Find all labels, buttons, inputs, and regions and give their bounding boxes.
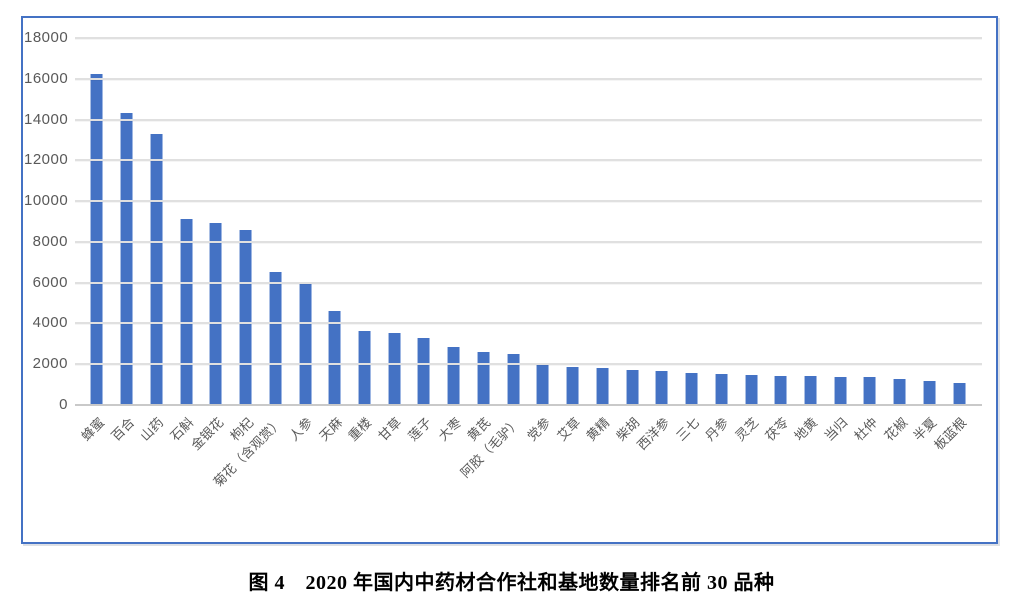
y-tick-label: 4000 — [32, 314, 68, 332]
bar-蜂蜜 — [90, 73, 104, 405]
bar-黄芪 — [476, 352, 490, 405]
bar-甘草 — [387, 332, 401, 405]
x-axis-line — [75, 404, 982, 406]
bars-row — [82, 38, 974, 405]
bar-slot — [290, 38, 320, 405]
gridline — [75, 322, 982, 325]
gridline — [75, 37, 982, 39]
bar-slot — [706, 38, 736, 405]
bar-茯苓 — [774, 375, 788, 405]
bar-莲子 — [417, 337, 431, 405]
bar-地黄 — [803, 376, 817, 405]
bar-slot — [944, 38, 974, 405]
bar-slot — [350, 38, 380, 405]
y-tick-label: 0 — [59, 396, 68, 413]
bar-slot — [677, 38, 707, 405]
bar-slot — [379, 38, 409, 405]
bar-slot — [766, 38, 796, 405]
bar-slot — [915, 38, 945, 405]
bar-slot — [617, 38, 647, 405]
gridline — [75, 118, 982, 121]
bar-柴胡 — [625, 369, 639, 405]
y-tick-label: 14000 — [24, 110, 69, 128]
bar-当归 — [833, 376, 847, 405]
bar-slot — [231, 38, 261, 405]
bar-大枣 — [447, 346, 461, 405]
bar-阿胶（毛驴） — [506, 354, 520, 405]
y-tick-label: 10000 — [24, 192, 69, 210]
bar-slot — [201, 38, 231, 405]
bar-金银花 — [209, 222, 223, 405]
bar-slot — [528, 38, 558, 405]
bar-百合 — [120, 113, 134, 405]
bar-slot — [885, 38, 915, 405]
bar-党参 — [536, 364, 550, 405]
gridline — [75, 200, 982, 203]
y-tick-label: 6000 — [32, 273, 68, 291]
gridline — [75, 281, 982, 284]
plot-area — [75, 37, 982, 406]
bar-slot — [855, 38, 885, 405]
bar-chart-frame: 18000 16000 14000 12000 10000 8000 6000 4000 200… — [21, 16, 998, 544]
bar-slot — [825, 38, 855, 405]
bar-花椒 — [893, 379, 907, 405]
bar-菊花（含观赏） — [268, 272, 282, 405]
bar-slot — [587, 38, 617, 405]
bar-灵芝 — [744, 375, 758, 405]
bar-slot — [409, 38, 439, 405]
figure-caption: 图 4 2020 年国内中药材合作社和基地数量排名前 30 品种 — [248, 572, 775, 594]
gridline — [75, 240, 982, 243]
bar-slot — [82, 38, 112, 405]
bar-艾草 — [566, 366, 580, 405]
bar-slot — [439, 38, 469, 405]
bar-slot — [736, 38, 766, 405]
gridline — [75, 77, 982, 80]
bar-三七 — [685, 372, 699, 405]
y-tick-label: 12000 — [24, 151, 69, 169]
bar-杜仲 — [863, 376, 877, 405]
bar-slot — [647, 38, 677, 405]
bar-重楼 — [357, 330, 371, 405]
bar-板蓝根 — [952, 382, 966, 405]
bar-slot — [469, 38, 499, 405]
y-tick-label: 16000 — [24, 69, 69, 87]
bar-丹参 — [714, 374, 728, 405]
bar-slot — [498, 38, 528, 405]
y-tick-label: 2000 — [32, 355, 68, 373]
bar-slot — [141, 38, 171, 405]
bar-半夏 — [922, 380, 936, 405]
bar-slot — [558, 38, 588, 405]
bar-西洋参 — [655, 371, 669, 405]
y-tick-label: 8000 — [32, 232, 68, 250]
gridline — [75, 159, 982, 162]
y-tick-label: 18000 — [24, 29, 69, 46]
gridline — [75, 363, 982, 366]
bar-天麻 — [328, 311, 342, 405]
bar-石斛 — [179, 219, 193, 405]
bar-slot — [260, 38, 290, 405]
bar-slot — [112, 38, 142, 405]
bar-人参 — [298, 283, 312, 405]
bar-slot — [171, 38, 201, 405]
bar-slot — [796, 38, 826, 405]
bar-黄精 — [595, 368, 609, 405]
bar-枸杞 — [239, 229, 253, 405]
bar-slot — [320, 38, 350, 405]
